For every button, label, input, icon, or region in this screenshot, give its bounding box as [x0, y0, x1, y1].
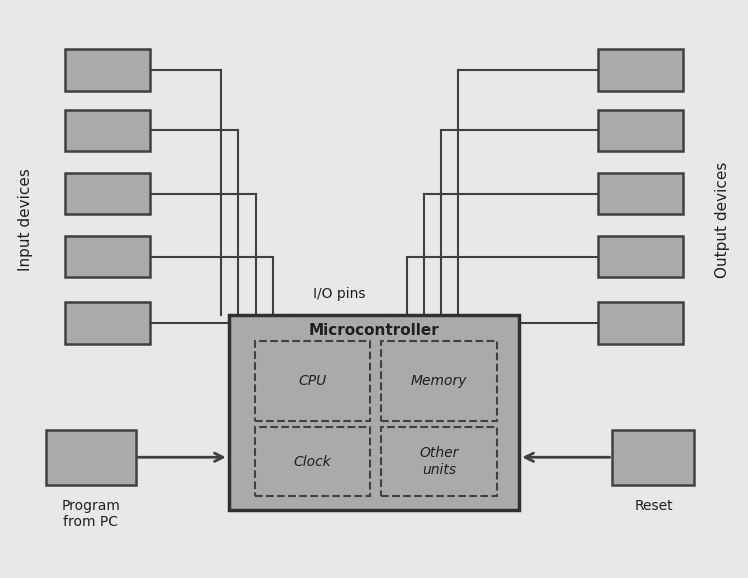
Bar — [613, 430, 694, 484]
Bar — [255, 341, 370, 421]
Bar — [65, 109, 150, 151]
Bar — [381, 427, 497, 496]
Bar — [598, 109, 683, 151]
Text: I/O pins: I/O pins — [313, 287, 366, 301]
Bar — [598, 302, 683, 344]
Text: Other
units: Other units — [420, 446, 459, 477]
Text: Reset: Reset — [634, 499, 672, 513]
Bar — [65, 173, 150, 214]
Bar — [65, 49, 150, 91]
Text: Input devices: Input devices — [18, 169, 33, 272]
Bar — [65, 302, 150, 344]
Text: Program
from PC: Program from PC — [61, 499, 120, 529]
Bar — [598, 236, 683, 277]
Text: Memory: Memory — [411, 374, 468, 388]
Text: CPU: CPU — [298, 374, 327, 388]
Bar — [255, 427, 370, 496]
Text: Output devices: Output devices — [715, 162, 730, 278]
Bar — [598, 173, 683, 214]
Bar — [598, 49, 683, 91]
Text: Clock: Clock — [294, 454, 331, 469]
Text: Microcontroller: Microcontroller — [309, 324, 439, 339]
Bar — [381, 341, 497, 421]
Bar — [229, 315, 519, 510]
Bar — [46, 430, 135, 484]
Bar — [65, 236, 150, 277]
